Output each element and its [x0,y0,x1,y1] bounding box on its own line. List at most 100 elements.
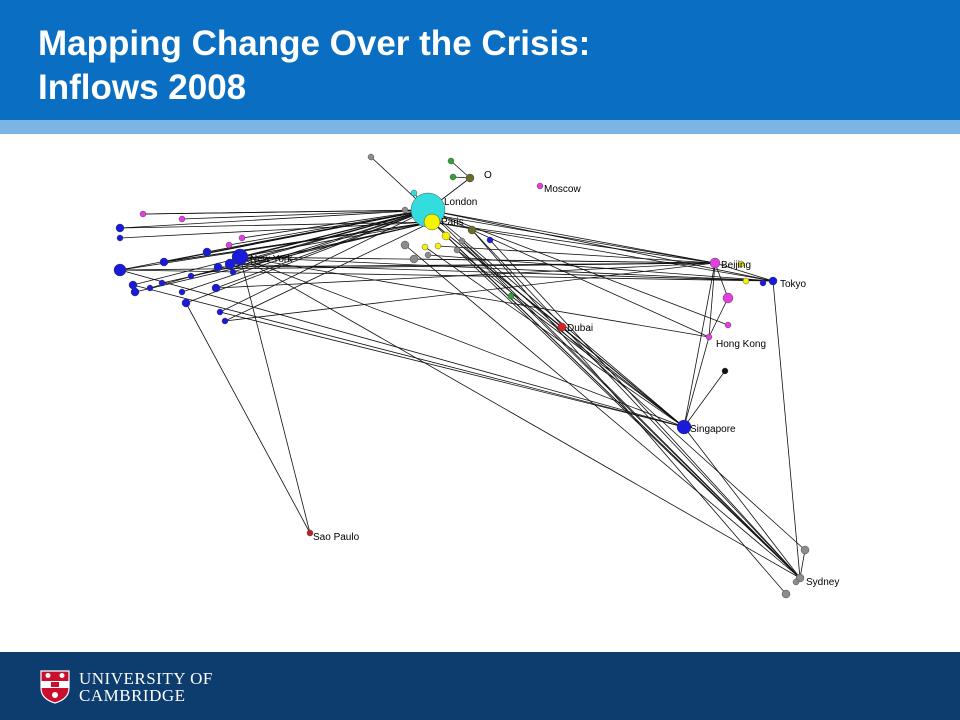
node-n31 [458,237,466,245]
edge-n21-london [185,209,429,304]
edge-london-singapore [427,209,685,428]
edge-n8-london [241,209,429,239]
node-n9 [225,241,233,249]
node-n21 [181,298,191,308]
node-n38 [737,260,745,268]
edge-n14-tokyo [229,263,774,282]
network-diagram: London Paris New York Moscow Beijing Tok… [113,153,839,599]
logo-line-2: CAMBRIDGE [79,686,186,705]
edge-n36-beijing [404,209,716,264]
label-singapore: Singapore [690,424,736,435]
edge-tokyo-sydney [772,280,801,579]
edge-paris-n17 [134,221,433,293]
node-o-node [465,173,475,183]
node-n8 [238,234,246,242]
node-n19 [158,279,166,287]
node-moscow [536,182,544,190]
node-n47 [421,243,429,251]
edge-paris-beijing [431,221,716,264]
node-n5 [178,215,186,223]
node-singapore [676,419,692,435]
node-n39 [742,277,750,285]
edge-new-york-london [239,209,429,258]
node-n14 [224,258,236,270]
edge-n31-sydney [461,240,801,579]
university-logo: UNIVERSITY OF CAMBRIDGE [40,670,213,704]
edge-n11-tokyo [119,269,774,282]
label-sydney: Sydney [806,577,839,588]
edge-new-york-sydney [239,256,801,579]
edge-n16-singapore [132,284,685,428]
node-n11 [113,263,127,277]
node-n33 [486,236,494,244]
label-paris: Paris [441,217,464,228]
node-n12 [159,257,169,267]
network-edges [119,156,806,595]
node-n16 [128,280,138,290]
edge-hong-kong-n41 [708,297,729,338]
label-hong-kong: Hong Kong [716,339,766,350]
edge-n22-london [215,209,429,289]
node-n26 [400,240,410,250]
edge-singapore-sydney [683,426,801,579]
title-bar-stripe [0,120,960,134]
node-n29 [434,242,442,250]
edge-beijing-n41 [714,262,729,299]
node-n6 [115,223,125,233]
logo-line-1: UNIVERSITY OF [79,669,213,688]
edge-sydney-n44 [799,549,806,579]
logo-wordmark: UNIVERSITY OF CAMBRIDGE [79,670,213,704]
edge-new-york-singapore [239,256,685,428]
node-n28 [424,251,432,259]
node-n24 [221,317,229,325]
node-paris [423,213,441,231]
slide-title: Mapping Change Over the Crisis: Inflows … [38,22,590,110]
node-hong-kong [705,333,713,341]
node-n30 [453,246,461,254]
edge-n21-sao-paulo [185,302,311,534]
network-nodes [113,153,810,599]
cambridge-shield-icon [40,670,70,704]
label-london: London [444,197,477,208]
edge-n19-paris [161,221,433,284]
node-n45 [781,589,791,599]
node-dubai [557,322,567,332]
node-n41 [722,292,734,304]
city-labels: London Paris New York Moscow Beijing Tok… [250,170,839,588]
edge-n33-sydney [489,239,801,579]
edge-n31-n44 [461,240,806,551]
edge-n7-paris [119,221,433,239]
label-moscow: Moscow [544,184,581,195]
label-beijing: Beijing [721,260,751,271]
edge-n24-beijing [224,262,716,322]
edge-london-n6 [119,209,429,229]
node-new-york [231,248,249,266]
edge-new-york-tokyo [239,256,774,282]
node-n10 [202,247,212,257]
node-n22 [211,283,221,293]
node-n46 [792,578,800,586]
node-n4 [139,210,147,218]
slide-title-line-1: Mapping Change Over the Crisis: [38,24,591,63]
node-n1 [367,153,375,161]
edge-london-beijing [427,209,716,264]
node-n36 [401,206,409,214]
node-n25 [229,268,237,276]
node-n13 [213,262,223,272]
edge-london-n5 [181,209,429,220]
label-sao-paulo: Sao Paulo [313,532,360,543]
node-beijing [709,257,721,269]
edge-singapore-n43 [683,370,726,428]
edge-london-n42 [427,209,729,326]
edge-n11-singapore [119,269,685,428]
edge-beijing-hong-kong [708,262,716,338]
node-n44 [800,545,810,555]
node-n34 [441,231,451,241]
node-n15 [187,272,195,280]
edge-beijing-tokyo [714,262,774,282]
edge-n25-london [232,209,429,273]
node-sao-paulo [306,529,314,537]
edge-n26-sydney [404,244,801,579]
node-n7 [116,234,124,242]
edge-n34-sydney [445,235,801,579]
